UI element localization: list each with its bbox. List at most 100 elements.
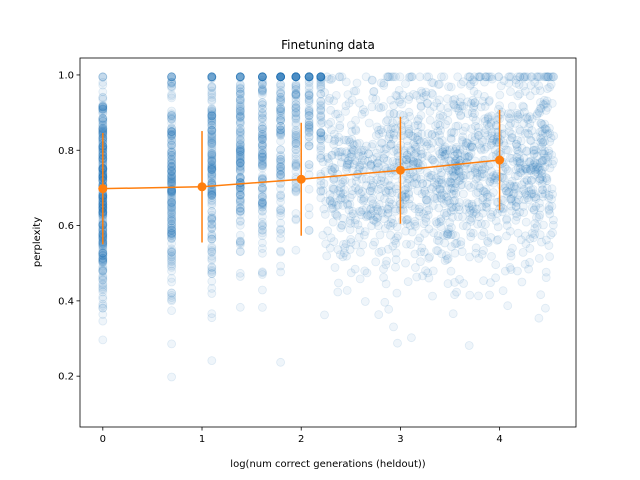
- scatter-point: [522, 164, 531, 174]
- scatter-point: [372, 152, 382, 162]
- scatter-point: [466, 148, 476, 158]
- scatter-point: [475, 72, 485, 82]
- scatter-point: [513, 112, 523, 122]
- scatter-point: [207, 156, 217, 166]
- scatter-point: [291, 141, 301, 151]
- scatter-point: [522, 147, 531, 156]
- scatter-point: [257, 104, 267, 114]
- scatter-point: [98, 102, 108, 111]
- scatter-point: [449, 100, 459, 110]
- scatter-point: [383, 208, 393, 218]
- scatter-point: [512, 198, 521, 208]
- scatter-point: [449, 186, 459, 195]
- x-tick-label: 0: [100, 434, 106, 445]
- scatter-point: [235, 187, 245, 197]
- scatter-point: [345, 193, 355, 203]
- scatter-point: [442, 231, 452, 241]
- scatter-point: [235, 146, 245, 156]
- scatter-point: [438, 111, 448, 121]
- scatter-point: [257, 152, 267, 162]
- scatter-point: [479, 169, 489, 179]
- scatter-point: [98, 275, 108, 285]
- scatter-point: [530, 229, 539, 239]
- scatter-point: [478, 193, 488, 203]
- scatter-point: [257, 189, 267, 199]
- scatter-point: [509, 182, 519, 192]
- scatter-point: [207, 169, 217, 179]
- scatter-point: [98, 120, 108, 130]
- scatter-point: [420, 187, 430, 197]
- scatter-point: [235, 152, 245, 162]
- scatter-point: [533, 162, 543, 172]
- scatter-point: [167, 150, 177, 160]
- scatter-point: [404, 95, 414, 104]
- scatter-point: [98, 335, 108, 345]
- scatter-point: [433, 119, 443, 129]
- scatter-point: [541, 273, 551, 283]
- scatter-point: [322, 152, 332, 162]
- scatter-point: [334, 186, 343, 196]
- scatter-point: [475, 171, 485, 181]
- scatter-point: [446, 134, 456, 144]
- scatter-point: [487, 111, 497, 121]
- scatter-point: [474, 131, 483, 141]
- scatter-point: [316, 104, 326, 114]
- scatter-point: [472, 204, 482, 214]
- scatter-point: [207, 178, 217, 188]
- scatter-point: [544, 204, 554, 214]
- scatter-point: [518, 166, 528, 175]
- scatter-point: [207, 174, 217, 184]
- scatter-point: [207, 218, 217, 228]
- scatter-point: [519, 73, 529, 83]
- scatter-point: [167, 161, 177, 171]
- scatter-point: [448, 166, 457, 176]
- scatter-point: [491, 260, 501, 270]
- scatter-point: [257, 152, 267, 162]
- scatter-point: [362, 203, 371, 213]
- scatter-point: [374, 103, 384, 112]
- scatter-point: [548, 228, 557, 238]
- scatter-point: [464, 199, 474, 209]
- scatter-point: [235, 98, 245, 108]
- scatter-point: [291, 158, 301, 168]
- scatter-point: [340, 175, 350, 185]
- scatter-point: [450, 183, 460, 193]
- scatter-point: [471, 116, 481, 125]
- scatter-point: [167, 148, 177, 158]
- scatter-point: [463, 72, 473, 82]
- scatter-point: [471, 248, 481, 258]
- scatter-point: [304, 163, 314, 173]
- scatter-point: [167, 247, 177, 257]
- scatter-point: [167, 93, 177, 103]
- scatter-point: [547, 150, 557, 160]
- scatter-point: [427, 170, 437, 180]
- scatter-point: [487, 74, 497, 84]
- scatter-point: [276, 72, 286, 82]
- scatter-point: [98, 72, 108, 82]
- scatter-point: [360, 107, 370, 117]
- scatter-point: [404, 127, 414, 136]
- scatter-point: [419, 247, 429, 257]
- scatter-point: [207, 111, 217, 120]
- scatter-point: [501, 145, 511, 155]
- scatter-point: [98, 299, 108, 309]
- scatter-point: [235, 206, 245, 216]
- scatter-point: [207, 267, 217, 276]
- scatter-point: [207, 189, 217, 199]
- scatter-point: [470, 132, 480, 142]
- scatter-point: [351, 215, 360, 225]
- scatter-point: [257, 72, 267, 82]
- scatter-point: [473, 197, 483, 207]
- scatter-point: [492, 235, 502, 245]
- scatter-point: [407, 227, 417, 237]
- scatter-point: [207, 146, 217, 156]
- scatter-point: [235, 110, 245, 120]
- scatter-point: [207, 230, 217, 240]
- scatter-point: [486, 167, 496, 176]
- scatter-point: [316, 101, 326, 111]
- scatter-point: [450, 165, 460, 175]
- scatter-point: [207, 136, 217, 146]
- scatter-point: [326, 105, 336, 115]
- scatter-point: [398, 90, 408, 100]
- scatter-point: [257, 155, 267, 165]
